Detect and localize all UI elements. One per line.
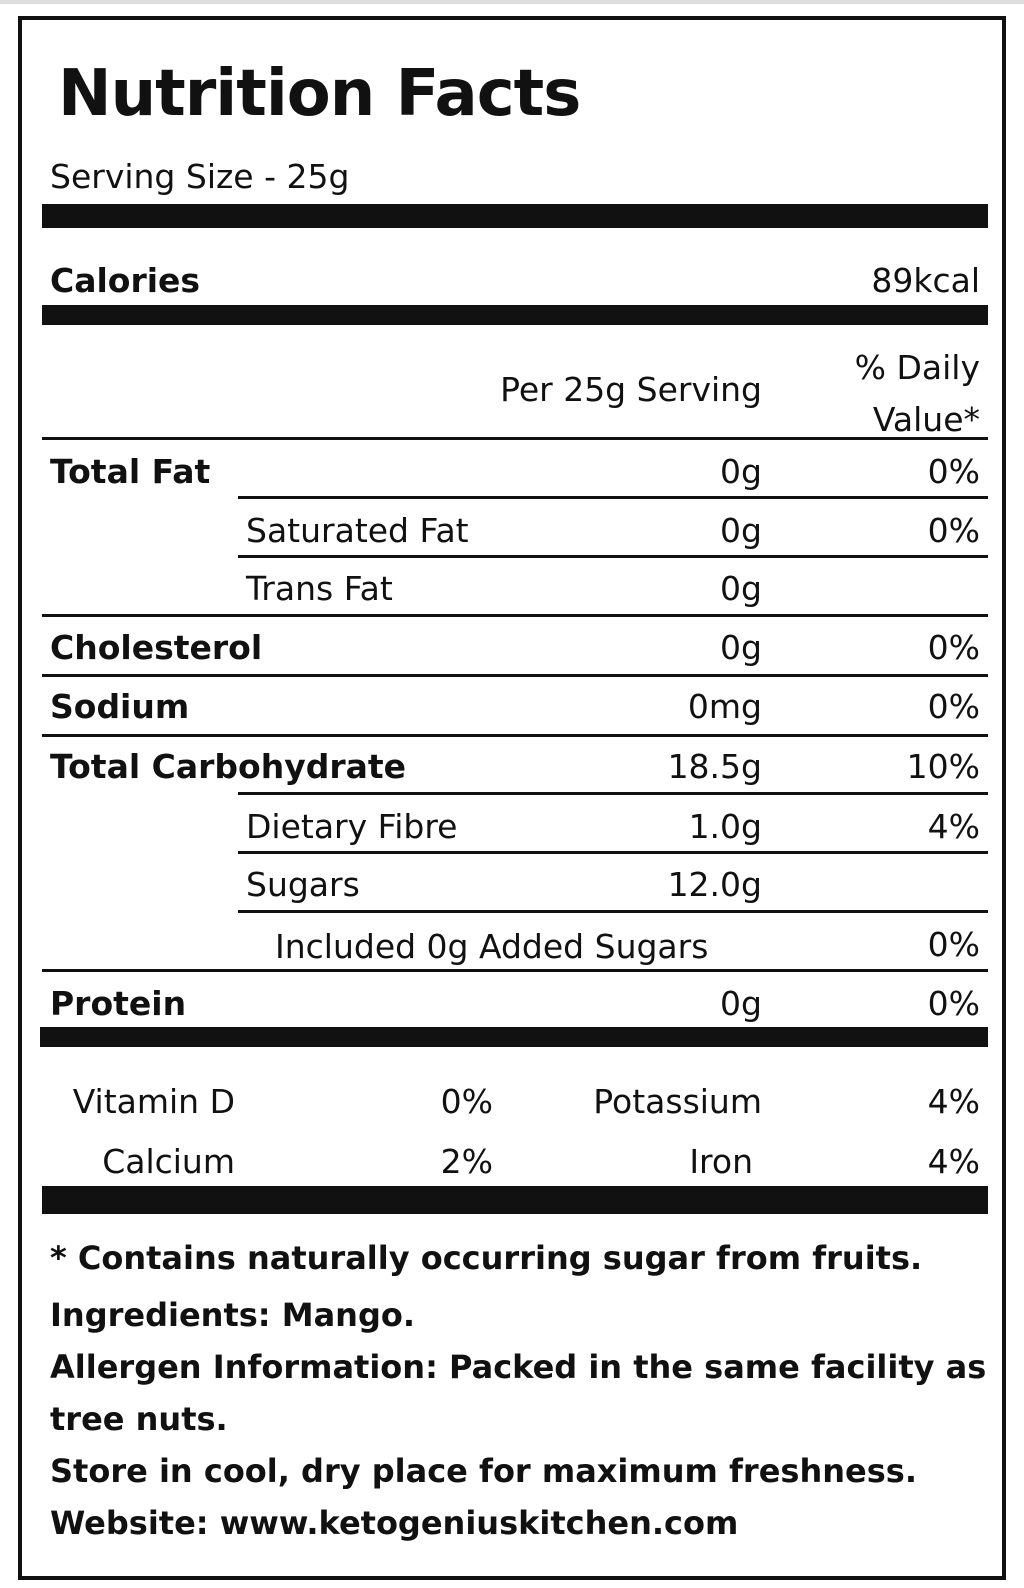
daily-value-header-1: % Daily xyxy=(854,348,980,387)
cholesterol-amount: 0g xyxy=(720,628,762,667)
protein-dv: 0% xyxy=(927,984,980,1023)
rule xyxy=(42,437,988,440)
thick-divider-1 xyxy=(42,204,988,228)
per-serving-header: Per 25g Serving xyxy=(500,370,762,409)
total-carb-dv: 10% xyxy=(906,747,980,786)
protein-label: Protein xyxy=(50,984,187,1023)
calories-label: Calories xyxy=(50,261,201,300)
vitamin-d-label: Vitamin D xyxy=(72,1082,235,1121)
total-fat-amount: 0g xyxy=(720,452,762,491)
sugars-label: Sugars xyxy=(246,865,360,904)
total-fat-label: Total Fat xyxy=(50,452,211,491)
potassium-value: 4% xyxy=(927,1082,980,1121)
thick-divider-2 xyxy=(42,305,988,325)
allergen-info-line-2: tree nuts. xyxy=(50,1400,228,1438)
sodium-dv: 0% xyxy=(927,687,980,726)
label-title: Nutrition Facts xyxy=(58,57,581,131)
total-carb-amount: 18.5g xyxy=(667,747,762,786)
saturated-fat-amount: 0g xyxy=(720,511,762,550)
rule xyxy=(42,969,988,972)
calcium-label: Calcium xyxy=(102,1142,235,1181)
saturated-fat-dv: 0% xyxy=(927,511,980,550)
top-edge xyxy=(0,0,1024,4)
added-sugars-label: Included 0g Added Sugars xyxy=(275,927,709,966)
total-carb-label: Total Carbohydrate xyxy=(50,747,407,786)
rule xyxy=(42,614,988,617)
rule xyxy=(238,910,988,913)
nutrition-label-frame xyxy=(18,16,1006,1580)
ingredients: Ingredients: Mango. xyxy=(50,1296,415,1334)
website: Website: www.ketogeniuskitchen.com xyxy=(50,1504,739,1542)
storage-instructions: Store in cool, dry place for maximum fre… xyxy=(50,1452,917,1490)
trans-fat-label: Trans Fat xyxy=(246,569,393,608)
dietary-fibre-dv: 4% xyxy=(927,807,980,846)
calcium-value: 2% xyxy=(440,1142,493,1181)
thick-divider-3 xyxy=(40,1027,988,1047)
total-fat-dv: 0% xyxy=(927,452,980,491)
thick-divider-4 xyxy=(42,1186,988,1214)
allergen-info-line-1: Allergen Information: Packed in the same… xyxy=(50,1348,987,1386)
dietary-fibre-amount: 1.0g xyxy=(688,807,762,846)
rule xyxy=(238,792,988,795)
cholesterol-label: Cholesterol xyxy=(50,628,263,667)
rule xyxy=(238,496,988,499)
sodium-label: Sodium xyxy=(50,687,190,726)
trans-fat-amount: 0g xyxy=(720,569,762,608)
saturated-fat-label: Saturated Fat xyxy=(246,511,469,550)
rule xyxy=(238,555,988,558)
sugars-amount: 12.0g xyxy=(667,865,762,904)
added-sugars-dv: 0% xyxy=(927,925,980,964)
iron-value: 4% xyxy=(927,1142,980,1181)
sugar-note: * Contains naturally occurring sugar fro… xyxy=(50,1239,923,1277)
iron-label: Iron xyxy=(689,1142,753,1181)
vitamin-d-value: 0% xyxy=(440,1082,493,1121)
sodium-amount: 0mg xyxy=(687,687,762,726)
rule xyxy=(238,851,988,854)
serving-size: Serving Size - 25g xyxy=(50,157,350,196)
rule xyxy=(42,674,988,677)
calories-value: 89kcal xyxy=(871,261,980,300)
cholesterol-dv: 0% xyxy=(927,628,980,667)
daily-value-header-2: Value* xyxy=(872,400,980,439)
protein-amount: 0g xyxy=(720,984,762,1023)
potassium-label: Potassium xyxy=(593,1082,762,1121)
rule xyxy=(42,734,988,737)
dietary-fibre-label: Dietary Fibre xyxy=(246,807,458,846)
